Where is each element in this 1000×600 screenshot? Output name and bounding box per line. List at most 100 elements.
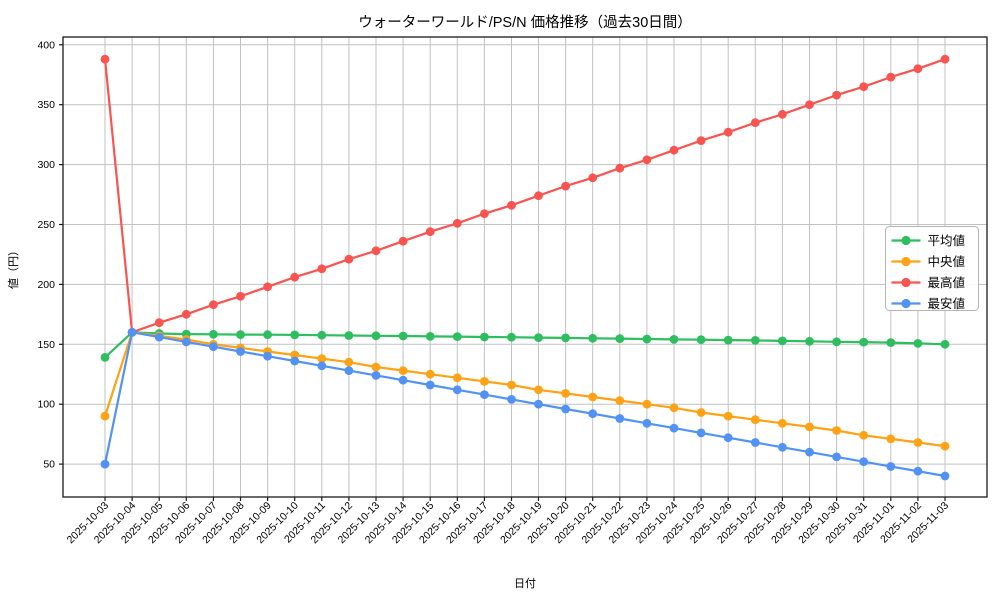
data-point-average [534,333,543,342]
data-point-max [886,72,896,82]
gridlines [63,37,987,497]
data-point-median [642,399,652,409]
data-point-average [669,335,679,344]
data-point-median [778,418,787,428]
y-tick-label: 350 [37,99,55,111]
data-point-median [561,389,570,398]
data-point-max [263,282,272,292]
data-point-max [290,272,300,282]
data-point-average [480,332,489,342]
data-point-max [344,254,354,264]
data-point-average [398,331,408,341]
data-point-median [317,354,327,363]
data-point-median [805,422,814,432]
data-point-median [723,411,733,421]
data-point-max [696,136,706,146]
data-point-max [642,155,652,165]
data-point-average [317,330,327,340]
data-point-median [832,426,841,435]
data-point-min [561,404,570,414]
data-point-average [615,334,625,343]
data-point-average [723,335,733,345]
data-point-max [425,227,435,237]
data-point-max [750,118,760,128]
series-max [100,54,950,337]
data-point-min [452,385,462,395]
legend-item-min: 最安値 [891,296,965,311]
data-point-median [534,385,543,395]
data-point-min [507,395,516,404]
data-point-min [154,332,164,342]
data-point-median [886,434,896,444]
data-point-max [507,200,516,210]
data-point-max [398,236,408,246]
data-point-min [480,390,489,399]
data-point-median [669,403,679,413]
data-point-max [534,191,543,201]
data-point-average [507,332,516,342]
x-axis-ticks: 2025-10-032025-10-042025-10-052025-10-06… [65,497,951,546]
data-point-max [236,291,245,301]
data-point-min [832,452,841,462]
data-point-min [263,351,272,361]
data-point-min [181,337,191,347]
legend-marker-median [901,256,911,267]
data-point-average [642,334,652,344]
data-point-max [913,64,923,74]
data-point-average [344,331,354,340]
data-point-average [886,338,896,347]
data-point-min [940,471,950,481]
data-point-median [100,411,110,421]
y-tick-label: 250 [37,219,55,231]
data-point-average [452,332,462,341]
data-point-min [642,418,652,428]
legend-marker-average [901,235,911,246]
data-point-min [696,428,706,438]
data-point-max [723,127,733,137]
data-point-min [588,409,598,419]
data-point-min [344,366,354,375]
data-point-median [696,408,706,417]
data-point-median [859,430,869,440]
data-point-min [371,371,381,380]
data-point-min [425,380,435,390]
legend-label-max: 最高値 [928,275,966,290]
data-point-min [534,399,543,409]
plot-border [62,36,988,498]
data-point-max [805,100,814,110]
data-point-min [669,423,679,433]
y-axis-label: 値（円） [7,245,20,289]
data-point-average [778,336,787,346]
data-point-max [778,109,787,119]
data-point-max [480,209,489,219]
legend-item-max: 最高値 [891,275,966,290]
data-point-max [669,145,679,155]
data-point-average [832,337,841,347]
data-point-average [371,331,381,341]
data-point-max [317,264,327,274]
data-point-min [236,347,245,356]
data-point-average [425,332,435,341]
y-axis-ticks: 50 100 150 200 250 300 350 400 [37,39,63,471]
data-point-average [209,329,218,339]
data-point-min [913,466,923,476]
data-point-median [344,357,354,367]
data-point-average [588,333,598,343]
data-point-min [209,342,218,352]
data-point-max [209,300,218,310]
data-point-max [832,90,841,100]
data-point-median [425,369,435,379]
data-point-median [371,362,381,372]
data-point-average [913,339,923,348]
data-point-median [452,373,462,383]
data-point-min [317,361,327,371]
legend-label-median: 中央値 [928,254,966,269]
series-min [100,327,950,481]
data-point-average [805,336,814,346]
chart-plot-area: 50 100 150 200 250 300 350 400 2025-10-032025-10… [37,36,988,546]
data-point-max [371,246,381,256]
data-point-average [290,330,300,340]
data-point-median [615,396,625,405]
data-point-average [859,337,869,347]
